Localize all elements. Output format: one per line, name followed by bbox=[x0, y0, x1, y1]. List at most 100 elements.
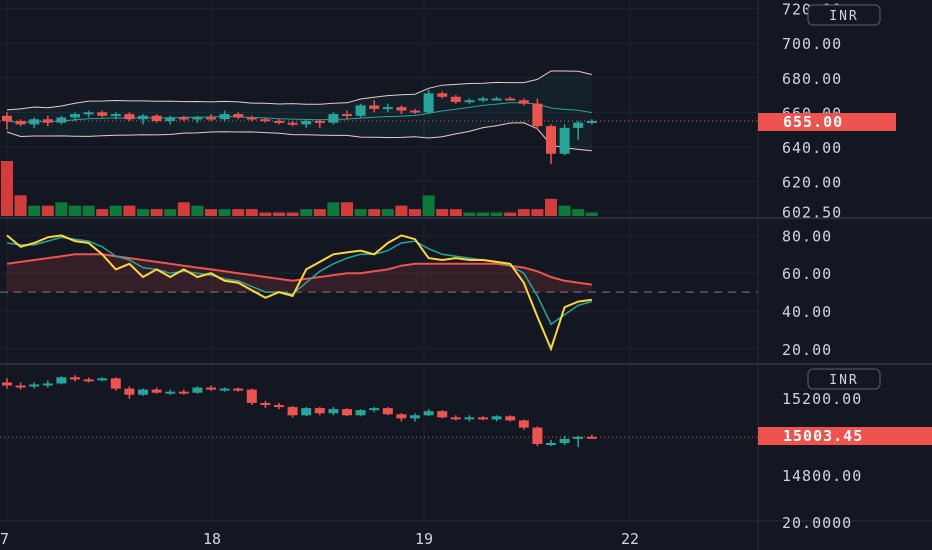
index-candle[interactable] bbox=[382, 407, 393, 416]
price-candle[interactable] bbox=[573, 120, 584, 140]
price-candle[interactable] bbox=[464, 98, 475, 104]
index-candle[interactable] bbox=[110, 377, 121, 391]
price-candle[interactable] bbox=[246, 115, 257, 121]
price-candle[interactable] bbox=[83, 110, 94, 118]
price-candle[interactable] bbox=[206, 114, 216, 121]
price-candle[interactable] bbox=[382, 103, 393, 113]
index-candle[interactable] bbox=[138, 388, 148, 396]
index-candle[interactable] bbox=[56, 376, 67, 385]
time-tick-label: 18 bbox=[203, 530, 221, 548]
price-candle[interactable] bbox=[328, 112, 339, 125]
index-candle[interactable] bbox=[274, 402, 284, 410]
index-candle[interactable] bbox=[314, 407, 325, 416]
price-candle[interactable] bbox=[219, 110, 230, 121]
index-candle[interactable] bbox=[246, 388, 257, 406]
candle-body bbox=[287, 407, 298, 416]
index-candle[interactable] bbox=[342, 408, 352, 417]
price-candles[interactable] bbox=[0, 89, 758, 165]
candle-body bbox=[56, 117, 67, 123]
index-candle[interactable] bbox=[464, 415, 475, 422]
index-candle[interactable] bbox=[206, 385, 216, 391]
price-candle[interactable] bbox=[287, 120, 298, 127]
index-candle[interactable] bbox=[124, 386, 135, 399]
index-candle[interactable] bbox=[450, 415, 461, 421]
index-candle[interactable] bbox=[396, 413, 407, 422]
index-candle[interactable] bbox=[178, 389, 189, 395]
currency-button-price[interactable]: INR bbox=[807, 4, 881, 26]
price-candle[interactable] bbox=[192, 115, 203, 123]
index-candle[interactable] bbox=[505, 415, 516, 422]
price-candle[interactable] bbox=[274, 119, 284, 125]
price-candle[interactable] bbox=[423, 89, 434, 115]
index-candle[interactable] bbox=[546, 439, 556, 447]
price-candle[interactable] bbox=[518, 98, 529, 106]
index-candle[interactable] bbox=[260, 400, 271, 409]
candle-body bbox=[464, 417, 475, 420]
time-axis[interactable]: 7 18 19 22 bbox=[0, 530, 639, 548]
price-candle[interactable] bbox=[124, 112, 135, 121]
index-candle[interactable] bbox=[42, 380, 53, 388]
price-candle[interactable] bbox=[369, 100, 380, 113]
price-candle[interactable] bbox=[56, 115, 67, 125]
price-candle[interactable] bbox=[410, 108, 420, 115]
price-candle[interactable] bbox=[165, 115, 176, 125]
price-candle[interactable] bbox=[505, 96, 516, 101]
price-candle[interactable] bbox=[559, 124, 570, 156]
index-candle[interactable] bbox=[192, 386, 203, 394]
price-candle[interactable] bbox=[42, 115, 53, 127]
price-candle[interactable] bbox=[233, 112, 244, 120]
candle-body bbox=[586, 436, 597, 439]
price-candle[interactable] bbox=[260, 117, 271, 123]
currency-button-index[interactable]: INR bbox=[807, 368, 881, 390]
price-candle[interactable] bbox=[110, 112, 121, 120]
price-candle[interactable] bbox=[491, 96, 502, 101]
volume-bar bbox=[341, 202, 353, 216]
price-candle[interactable] bbox=[478, 96, 488, 102]
index-candle[interactable] bbox=[2, 378, 12, 389]
candle-body bbox=[70, 377, 80, 380]
price-candle[interactable] bbox=[29, 117, 40, 128]
index-candle[interactable] bbox=[491, 415, 502, 422]
price-candle[interactable] bbox=[70, 112, 80, 121]
index-candle[interactable] bbox=[369, 407, 380, 413]
index-candle[interactable] bbox=[586, 434, 597, 439]
price-candle[interactable] bbox=[396, 105, 407, 115]
index-candle[interactable] bbox=[573, 435, 584, 448]
index-candle[interactable] bbox=[410, 413, 420, 422]
index-candle[interactable] bbox=[83, 377, 94, 383]
price-candle[interactable] bbox=[314, 119, 325, 128]
price-candle[interactable] bbox=[2, 112, 12, 130]
index-candle[interactable] bbox=[29, 382, 40, 389]
price-candle[interactable] bbox=[586, 119, 597, 125]
index-candle[interactable] bbox=[423, 409, 434, 417]
price-candle[interactable] bbox=[355, 103, 366, 118]
index-candle[interactable] bbox=[151, 387, 162, 394]
index-candle[interactable] bbox=[219, 387, 230, 392]
candle-body bbox=[246, 117, 257, 120]
index-candle[interactable] bbox=[301, 407, 312, 417]
price-candle[interactable] bbox=[301, 119, 312, 128]
index-candle[interactable] bbox=[328, 407, 339, 416]
index-candle[interactable] bbox=[70, 375, 80, 382]
price-candle[interactable] bbox=[437, 91, 448, 99]
price-candle[interactable] bbox=[15, 119, 26, 127]
price-candle[interactable] bbox=[178, 115, 189, 121]
index-candle[interactable] bbox=[97, 377, 108, 382]
index-candle[interactable] bbox=[233, 387, 244, 392]
price-candle[interactable] bbox=[97, 110, 108, 118]
price-candle[interactable] bbox=[546, 124, 556, 165]
index-candle[interactable] bbox=[355, 409, 366, 417]
index-candle[interactable] bbox=[287, 406, 298, 418]
price-candle[interactable] bbox=[342, 110, 352, 120]
price-candle[interactable] bbox=[450, 95, 461, 104]
price-candle[interactable] bbox=[138, 114, 148, 125]
index-candle[interactable] bbox=[518, 419, 529, 430]
index-candle[interactable] bbox=[478, 416, 488, 421]
index-candle[interactable] bbox=[165, 389, 176, 395]
index-candle[interactable] bbox=[532, 426, 543, 447]
index-candle[interactable] bbox=[437, 410, 448, 419]
index-candles[interactable] bbox=[0, 375, 758, 448]
index-candle[interactable] bbox=[15, 382, 26, 390]
price-candle[interactable] bbox=[532, 98, 543, 130]
